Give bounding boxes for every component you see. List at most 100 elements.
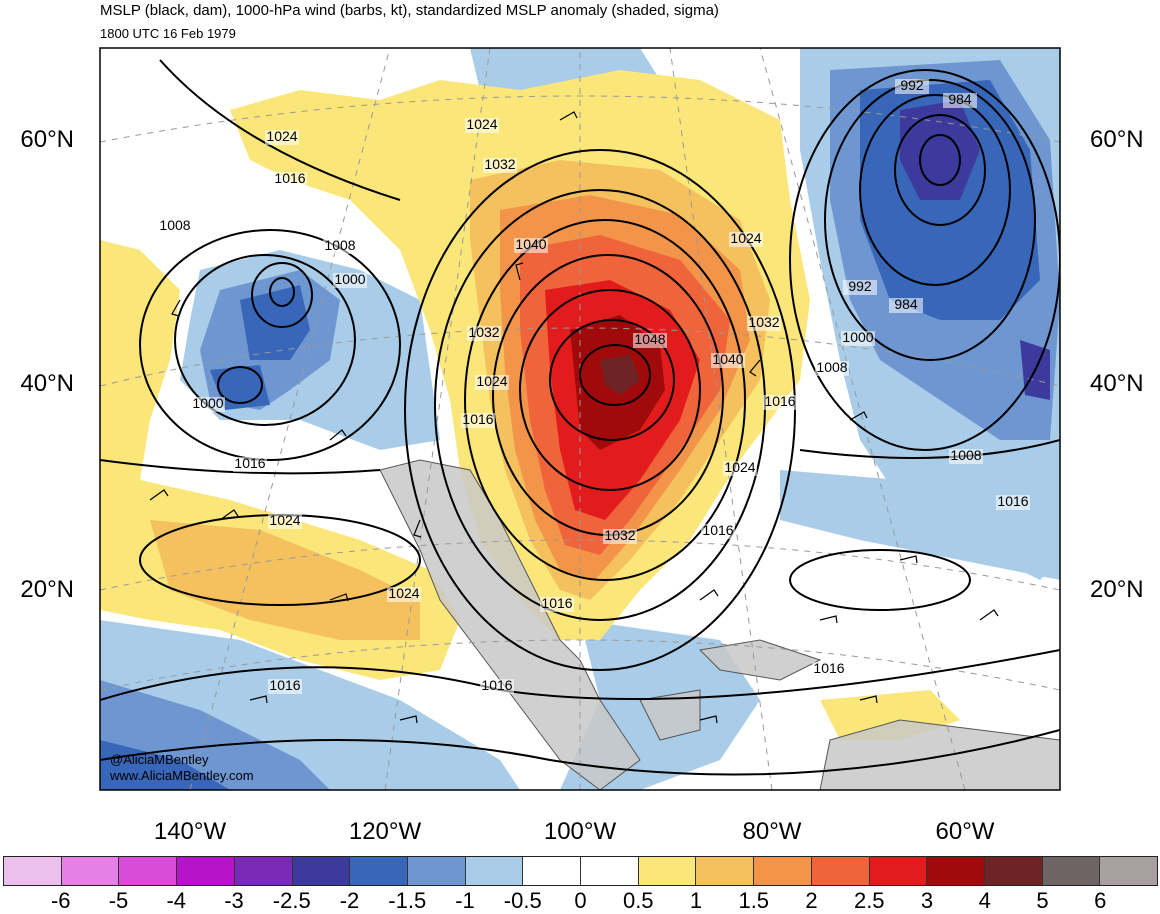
contour-label-bg xyxy=(633,333,667,348)
contour-label: 1008 xyxy=(950,447,981,463)
contour-label: 1016 xyxy=(813,660,844,676)
colorbar-label: 3 xyxy=(920,888,934,913)
lon-label-80w: 80°W xyxy=(742,818,802,845)
contour-label-bg xyxy=(996,495,1030,510)
colorbar-label: 1 xyxy=(689,888,703,913)
valid-time: 1800 UTC 16 Feb 1979 xyxy=(100,26,236,41)
contour-label: 1016 xyxy=(462,411,493,427)
lon-label-120w: 120°W xyxy=(348,818,422,845)
colorbar-label: 2 xyxy=(805,888,818,913)
colorbar-segment xyxy=(177,857,235,885)
colorbar-label: -2.5 xyxy=(272,888,311,913)
colorbar-segment xyxy=(4,857,62,885)
contour-label: 1016 xyxy=(269,677,300,693)
contour-label-bg xyxy=(729,232,763,247)
contour-label: 1040 xyxy=(712,351,743,367)
contour-label-bg xyxy=(265,130,299,145)
contour-label: 1024 xyxy=(730,230,761,246)
contour-label: 1016 xyxy=(764,393,795,409)
contour-label-bg xyxy=(943,93,977,108)
contour-label-bg xyxy=(333,273,367,288)
lat-label-20n-left: 20°N xyxy=(20,576,74,603)
contour-label: 1024 xyxy=(724,459,755,475)
contour-label-bg xyxy=(323,239,357,254)
colorbar-label: -1 xyxy=(455,888,475,913)
contour-label-bg xyxy=(475,375,509,390)
contour-label-bg xyxy=(812,662,846,677)
contour-label-bg xyxy=(465,118,499,133)
colorbar-segment xyxy=(811,857,870,885)
colorbar-segment xyxy=(465,857,524,885)
contour-label-bg xyxy=(895,79,929,94)
colorbar-segment xyxy=(927,857,985,885)
contour-label: 1008 xyxy=(324,237,355,253)
contour-label-bg xyxy=(763,395,797,410)
contour-label: 984 xyxy=(894,296,918,312)
colorbar-segment xyxy=(696,857,755,885)
colorbar-label: 0 xyxy=(574,888,587,913)
colorbar-segment xyxy=(1100,857,1158,885)
contour-label: 1016 xyxy=(234,455,265,471)
contour-label-bg xyxy=(815,361,849,376)
colorbar-segment xyxy=(234,857,293,885)
colorbar-label: -5 xyxy=(108,888,129,913)
colorbar-segment xyxy=(292,857,351,885)
map-frame xyxy=(99,47,1061,791)
contour-label-bg xyxy=(843,280,877,295)
colorbar-segment xyxy=(754,857,812,885)
colorbar-segment xyxy=(407,857,466,885)
contour-label-bg xyxy=(701,524,735,539)
colorbar-label: -3 xyxy=(224,888,244,913)
lon-label-140w: 140°W xyxy=(153,818,227,845)
colorbar-label: -2 xyxy=(339,888,360,913)
lon-label-100w: 100°W xyxy=(543,818,617,845)
contour-label-bg xyxy=(268,679,302,694)
contour-label-bg xyxy=(540,597,574,612)
contour-label: 1040 xyxy=(515,236,546,252)
contour-label: 1024 xyxy=(269,512,300,528)
contour-label: 1000 xyxy=(334,271,365,287)
contour-label: 1000 xyxy=(842,329,873,345)
contour-label: 1024 xyxy=(476,373,507,389)
negative-anomaly-shading xyxy=(100,48,1060,790)
colorbar-segment xyxy=(350,857,408,885)
contour-label-bg xyxy=(467,326,501,341)
colorbar-segment xyxy=(869,857,928,885)
contour-label-bg xyxy=(387,587,421,602)
colorbar-label: -0.5 xyxy=(503,888,542,913)
colorbar-segment xyxy=(61,857,120,885)
lat-label-60n-left: 60°N xyxy=(20,126,74,153)
lon-label-60w: 60°W xyxy=(935,818,995,845)
contour-label: 1016 xyxy=(274,170,305,186)
contour-label-bg xyxy=(841,331,875,346)
colorbar-label: 4 xyxy=(978,888,991,913)
contour-label-bg xyxy=(711,353,745,368)
contour-label: 1024 xyxy=(388,585,419,601)
colorbar-label: -4 xyxy=(166,888,187,913)
colorbar-label: 5 xyxy=(1036,888,1049,913)
contour-label-bg xyxy=(158,219,192,234)
colorbar-label: 0.5 xyxy=(622,888,654,913)
contour-label: 1032 xyxy=(604,527,635,543)
colorbar-label: -6 xyxy=(50,888,71,913)
contour-label-bg xyxy=(723,461,757,476)
contour-label: 1008 xyxy=(159,217,190,233)
colorbar-segment xyxy=(984,857,1043,885)
colorbar-segment xyxy=(638,857,697,885)
contour-label: 1016 xyxy=(541,595,572,611)
contour-label-bg xyxy=(480,679,514,694)
contour-label: 1024 xyxy=(466,116,497,132)
colorbar-label: 6 xyxy=(1094,888,1107,913)
lat-label-40n-right: 40°N xyxy=(1090,370,1144,397)
contour-label-bg xyxy=(514,238,548,253)
colorbar-segment xyxy=(119,857,178,885)
colorbar-label: 2.5 xyxy=(853,888,885,913)
contour-label-bg xyxy=(747,316,781,331)
contour-label: 1000 xyxy=(192,395,223,411)
contour-label: 1032 xyxy=(468,324,499,340)
credit-handle: @AliciaMBentley xyxy=(110,752,209,767)
contour-labels: 1024 1016 1008 1008 1000 1000 1016 1016 1024 1024… xyxy=(158,77,1030,694)
contour-label-bg xyxy=(889,298,923,313)
contour-label: 1016 xyxy=(702,522,733,538)
colorbar-segment xyxy=(1042,857,1101,885)
